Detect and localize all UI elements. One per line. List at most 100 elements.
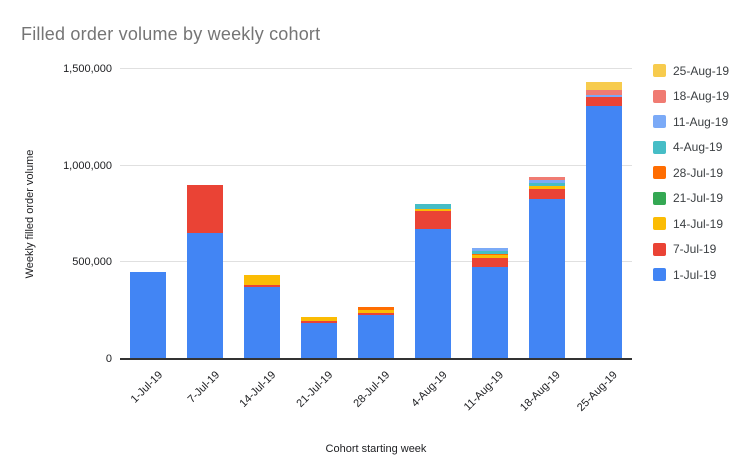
bar-segment-1-Jul-19	[528, 198, 565, 359]
x-tick-label: 14-Jul-19	[237, 369, 279, 410]
bar-segment-14-Jul-19	[528, 185, 565, 189]
gridline	[120, 261, 632, 263]
x-tick-label: 7-Jul-19	[185, 369, 222, 406]
legend-label: 14-Jul-19	[673, 216, 724, 231]
legend-item-1-Jul-19: 1-Jul-19	[653, 267, 729, 282]
legend-item-4-Aug-19: 4-Aug-19	[653, 140, 729, 154]
bar-segment-1-Jul-19	[187, 233, 224, 359]
bar-column	[234, 69, 291, 359]
bar-stack-4-Aug-19	[414, 204, 451, 359]
legend-swatch-icon	[653, 242, 666, 256]
x-tick-label: 21-Jul-19	[294, 369, 336, 410]
gridline	[120, 68, 632, 69]
bar-stack-18-Aug-19	[528, 176, 565, 359]
y-axis-tick-labels: 0 500,000 1,000,000 1,500,000	[0, 63, 112, 365]
legend-swatch-icon	[653, 191, 666, 205]
bar-stack-25-Aug-19	[585, 81, 622, 359]
bar-column	[120, 69, 177, 359]
bar-segment-1-Jul-19	[358, 314, 394, 359]
legend-label: 1-Jul-19	[673, 267, 717, 282]
legend-item-7-Jul-19: 7-Jul-19	[653, 242, 729, 256]
legend-label: 28-Jul-19	[673, 165, 724, 180]
y-tick-label: 1,500,000	[63, 63, 112, 75]
bar-column	[291, 69, 348, 359]
x-tick-label: 4-Aug-19	[408, 369, 450, 410]
plot-area	[120, 68, 632, 360]
bar-segment-11-Aug-19	[585, 95, 622, 98]
bar-segment-1-Jul-19	[301, 323, 338, 359]
bar-segment-7-Jul-19	[187, 185, 224, 234]
x-axis-title: Cohort starting week	[325, 443, 427, 455]
legend-item-25-Aug-19: 25-Aug-19	[653, 63, 730, 78]
bar-segment-4-Aug-19	[471, 250, 508, 255]
legend-label: 4-Aug-19	[673, 140, 723, 154]
legend-item-28-Jul-19: 28-Jul-19	[653, 165, 729, 180]
bar-segment-1-Jul-19	[130, 272, 167, 359]
legend-item-18-Aug-19: 18-Aug-19	[653, 89, 730, 103]
bar-stack-28-Jul-19	[358, 306, 394, 359]
legend-swatch-icon	[653, 268, 666, 281]
bar-segment-11-Aug-19	[528, 179, 565, 183]
bar-stack-11-Aug-19	[471, 247, 508, 359]
bar-segment-1-Jul-19	[585, 105, 622, 359]
bar-segment-7-Jul-19	[414, 211, 451, 230]
legend-swatch-icon	[653, 217, 666, 230]
legend-item-14-Jul-19: 14-Jul-19	[653, 216, 729, 231]
bars-row	[120, 69, 632, 359]
bar-stack-14-Jul-19	[244, 274, 281, 359]
x-tick-label: 18-Aug-19	[518, 369, 564, 414]
bar-segment-28-Jul-19	[358, 306, 394, 310]
bar-segment-1-Jul-19	[414, 229, 451, 359]
bar-segment-14-Jul-19	[471, 255, 508, 258]
bar-stack-1-Jul-19	[130, 272, 167, 359]
legend-swatch-icon	[653, 140, 666, 154]
x-tick-label: 28-Jul-19	[351, 369, 393, 410]
legend-item-11-Aug-19: 11-Aug-19	[653, 114, 729, 129]
bar-segment-11-Aug-19	[471, 247, 508, 251]
legend-label: 7-Jul-19	[673, 242, 717, 256]
bar-segment-7-Jul-19	[585, 97, 622, 106]
legend-label: 25-Aug-19	[673, 63, 730, 78]
bar-segment-14-Jul-19	[244, 274, 281, 285]
bar-segment-14-Jul-19	[301, 317, 338, 322]
bar-column	[461, 69, 518, 359]
y-tick-label: 1,000,000	[63, 159, 112, 172]
bar-segment-7-Jul-19	[471, 257, 508, 267]
y-tick-label: 500,000	[72, 256, 112, 269]
bar-segment-25-Aug-19	[585, 81, 622, 91]
bar-stack-21-Jul-19	[301, 317, 338, 359]
bar-column	[177, 69, 234, 359]
bar-segment-28-Jul-19	[471, 254, 508, 256]
x-axis-tick-labels: 1-Jul-19 7-Jul-19 14-Jul-19 21-Jul-19 28-Jul…	[120, 359, 632, 429]
legend-swatch-icon	[653, 89, 666, 103]
legend-label: 21-Jul-19	[673, 191, 724, 205]
bar-column	[575, 69, 632, 359]
legend-swatch-icon	[653, 64, 666, 77]
bar-stack-7-Jul-19	[187, 185, 224, 359]
bar-segment-14-Jul-19	[414, 209, 451, 212]
x-axis-line	[120, 358, 632, 360]
legend: 25-Aug-19 18-Aug-19 11-Aug-19 4-Aug-19 28-Ju…	[653, 64, 729, 294]
y-tick-label: 0	[105, 353, 112, 365]
x-tick-label: 25-Aug-19	[575, 369, 621, 414]
legend-label: 18-Aug-19	[673, 89, 730, 103]
bar-column	[404, 69, 461, 359]
bar-segment-7-Jul-19	[358, 312, 394, 315]
bar-segment-7-Jul-19	[244, 284, 281, 288]
x-tick-label: 11-Aug-19	[462, 369, 507, 414]
legend-label: 11-Aug-19	[673, 114, 729, 129]
gridline	[120, 164, 632, 166]
bar-segment-14-Jul-19	[358, 309, 394, 313]
bar-segment-18-Aug-19	[528, 176, 565, 180]
bar-segment-4-Aug-19	[528, 182, 565, 186]
bar-column	[518, 69, 575, 359]
chart-title: Filled order volume by weekly cohort	[21, 24, 321, 44]
bar-segment-1-Jul-19	[471, 266, 508, 359]
legend-swatch-icon	[653, 115, 666, 128]
bar-column	[348, 69, 405, 359]
bar-segment-7-Jul-19	[301, 321, 338, 324]
x-tick-label: 1-Jul-19	[128, 369, 165, 406]
bar-segment-1-Jul-19	[244, 287, 281, 359]
legend-swatch-icon	[653, 166, 666, 179]
